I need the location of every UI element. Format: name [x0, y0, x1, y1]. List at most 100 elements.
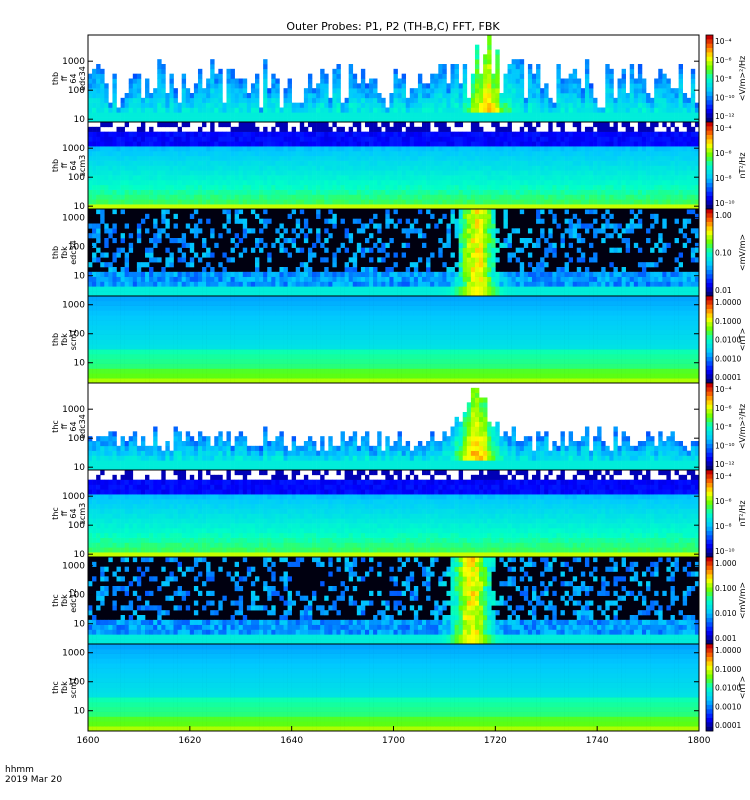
- spectrogram-cell: [458, 218, 464, 224]
- spectrogram-cell: [332, 151, 337, 157]
- spectrogram-cell: [88, 281, 93, 287]
- spectrogram-cell: [295, 286, 301, 292]
- spectrogram-cell: [263, 281, 268, 287]
- spectrogram-cell: [572, 102, 578, 108]
- spectrogram-cell: [597, 165, 602, 171]
- spectrogram-cell: [255, 242, 260, 248]
- spectrogram-cell: [360, 78, 366, 84]
- spectrogram-cell: [181, 122, 187, 128]
- spectrogram-cell: [369, 102, 374, 108]
- spectrogram-cell: [454, 233, 459, 239]
- spectrogram-cell: [157, 199, 162, 205]
- spectrogram-cell: [491, 146, 496, 152]
- spectrogram-cell: [316, 160, 321, 166]
- colorbar-segment: [706, 169, 713, 175]
- spectrogram-cell: [197, 131, 203, 137]
- spectrogram-cell: [340, 218, 345, 224]
- spectrogram-cell: [283, 271, 288, 277]
- spectrogram-cell: [202, 107, 207, 113]
- spectrogram-cell: [299, 271, 305, 277]
- spectrogram-cell: [275, 83, 280, 89]
- spectrogram-cell: [560, 184, 565, 190]
- spectrogram-cell: [438, 107, 443, 113]
- spectrogram-cell: [662, 204, 667, 210]
- spectrogram-cell: [206, 184, 211, 190]
- spectrogram-cell: [483, 233, 488, 239]
- spectrogram-cell: [466, 252, 472, 258]
- spectrogram-cell: [495, 64, 500, 70]
- spectrogram-cell: [385, 184, 390, 190]
- spectrogram-cell: [336, 78, 341, 84]
- spectrogram-cell: [625, 204, 631, 210]
- spectrogram-cell: [307, 146, 313, 152]
- spectrogram-cell: [458, 102, 464, 108]
- spectrogram-cell: [605, 165, 610, 171]
- spectrogram-cell: [316, 175, 321, 181]
- spectrogram-cell: [690, 68, 696, 74]
- spectrogram-cell: [487, 238, 492, 244]
- spectrogram-cell: [197, 291, 203, 297]
- spectrogram-cell: [328, 291, 333, 297]
- spectrogram-cell: [352, 175, 358, 181]
- spectrogram-cell: [564, 151, 569, 157]
- spectrogram-cell: [601, 180, 606, 186]
- spectrogram-cell: [352, 189, 358, 195]
- spectrogram-cell: [250, 97, 256, 103]
- spectrogram-cell: [442, 271, 447, 277]
- spectrogram-cell: [250, 276, 256, 282]
- spectrogram-cell: [487, 160, 492, 166]
- spectrogram-cell: [295, 102, 301, 108]
- spectrogram-cell: [234, 136, 240, 142]
- spectrogram-cell: [466, 160, 472, 166]
- spectrogram-cell: [356, 146, 362, 152]
- spectrogram-cell: [295, 155, 301, 161]
- spectrogram-cell: [336, 160, 341, 166]
- spectrogram-cell: [312, 122, 317, 128]
- spectrogram-cell: [312, 117, 317, 123]
- spectrogram-cell: [397, 291, 402, 297]
- spectrogram-cell: [544, 165, 549, 171]
- spectrogram-cell: [136, 117, 142, 123]
- spectrogram-cell: [242, 83, 248, 89]
- spectrogram-cell: [658, 78, 663, 84]
- spectrogram-cell: [356, 88, 362, 94]
- colorbar-tick-label: 10⁻⁴: [715, 37, 732, 46]
- spectrogram-cell: [666, 131, 671, 137]
- spectrogram-cell: [181, 238, 187, 244]
- spectrogram-cell: [458, 122, 464, 128]
- spectrogram-cell: [674, 151, 679, 157]
- spectrogram-cell: [523, 189, 529, 195]
- spectrogram-cell: [104, 238, 109, 244]
- spectrogram-cell: [373, 146, 378, 152]
- spectrogram-cell: [430, 271, 435, 277]
- spectrogram-cell: [670, 151, 675, 157]
- spectrogram-cell: [474, 83, 480, 89]
- spectrogram-cell: [100, 291, 105, 297]
- spectrogram-cell: [434, 175, 439, 181]
- spectrogram-cell: [369, 204, 374, 210]
- spectrogram-cell: [377, 180, 382, 186]
- spectrogram-cell: [246, 194, 252, 200]
- spectrogram-cell: [450, 78, 455, 84]
- spectrogram-cell: [609, 112, 614, 118]
- spectrogram-cell: [177, 165, 182, 171]
- spectrogram-cell: [613, 102, 618, 108]
- spectrogram-cell: [470, 151, 476, 157]
- spectrogram-cell: [491, 180, 496, 186]
- spectrogram-cell: [324, 271, 329, 277]
- spectrogram-cell: [499, 136, 504, 142]
- spectrogram-cell: [352, 112, 358, 118]
- spectrogram-cell: [222, 141, 227, 147]
- spectrogram-cell: [271, 117, 276, 123]
- spectrogram-cell: [165, 257, 170, 263]
- spectrogram-cell: [348, 68, 354, 74]
- spectrogram-cell: [112, 112, 117, 118]
- spectrogram-cell: [246, 276, 252, 282]
- spectrogram-cell: [483, 64, 488, 70]
- spectrogram-cell: [173, 151, 178, 157]
- spectrogram-cell: [442, 160, 447, 166]
- spectrogram-cell: [527, 189, 533, 195]
- spectrogram-cell: [430, 291, 435, 297]
- spectrogram-cell: [161, 291, 166, 297]
- spectrogram-cell: [206, 141, 211, 147]
